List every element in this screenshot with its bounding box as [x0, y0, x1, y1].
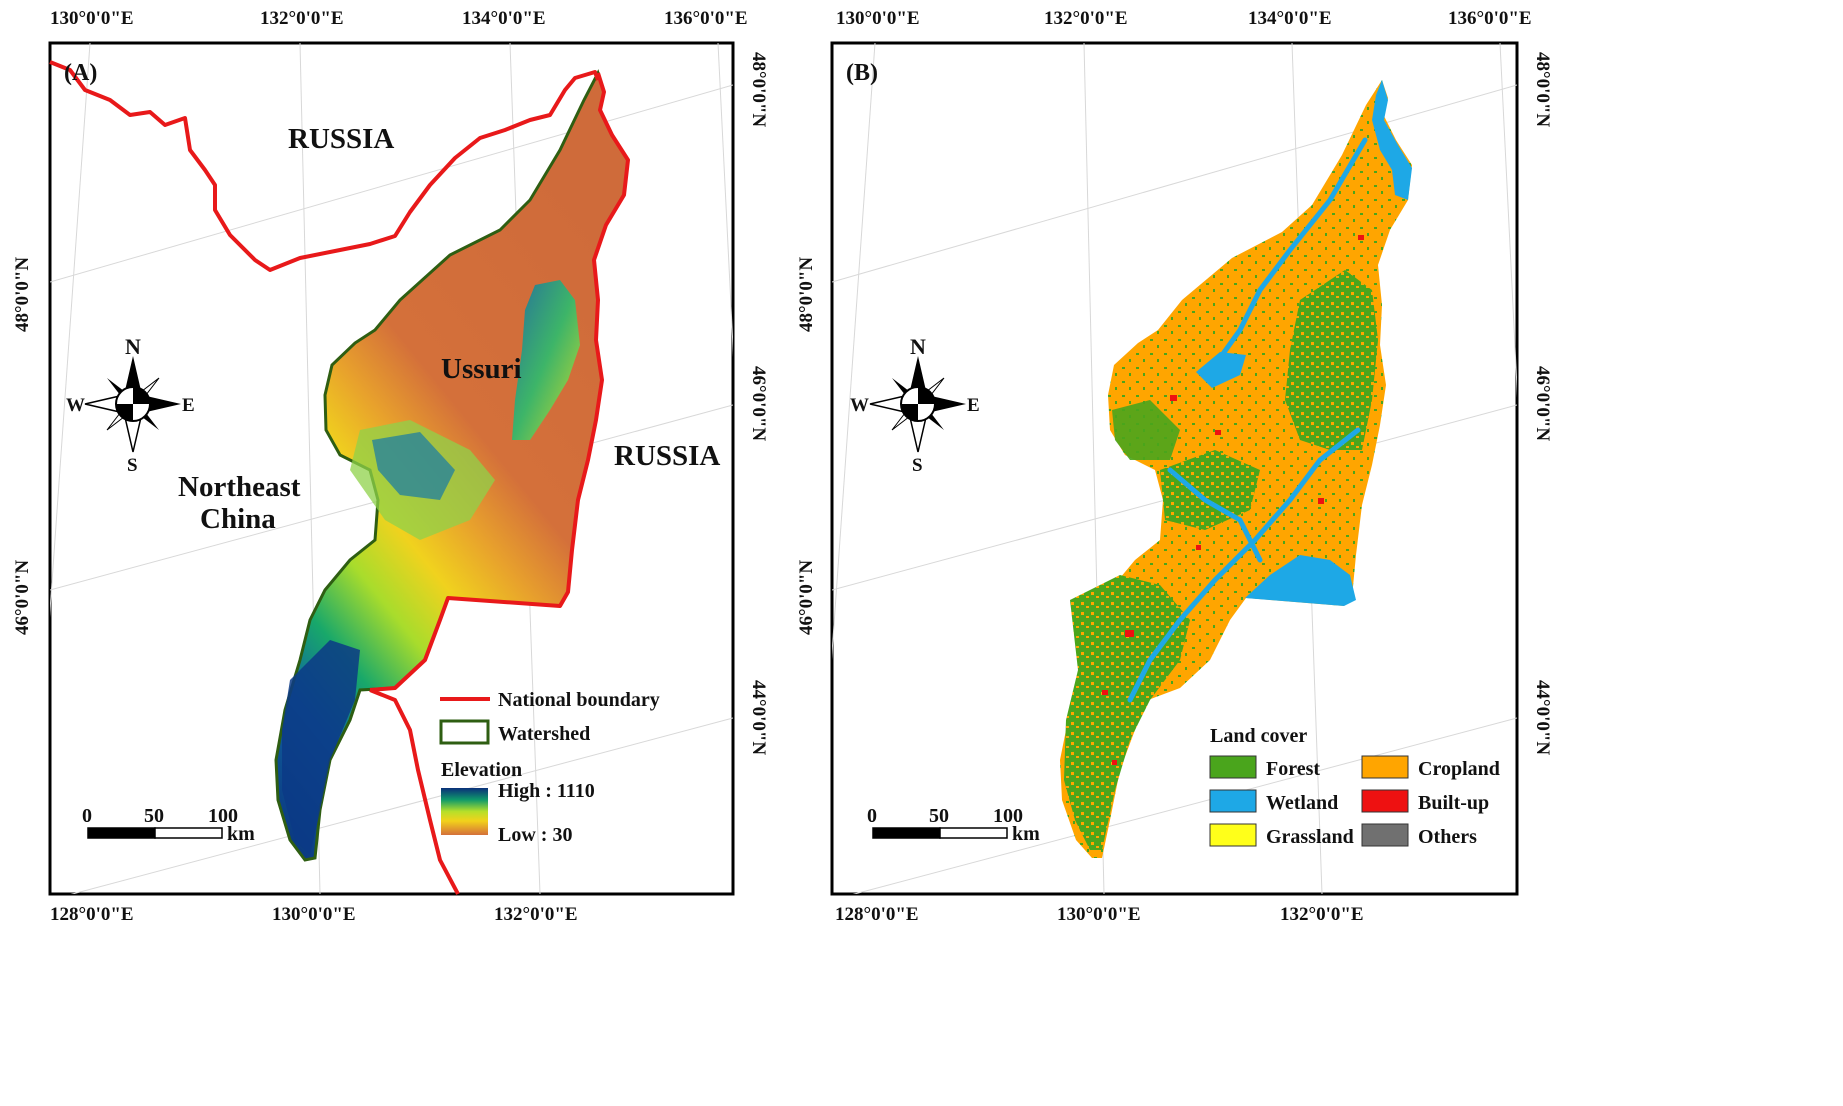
tick-left-a-1: 48°0'0"N [12, 257, 33, 332]
tick-bottom-a-2: 130°0'0"E [272, 904, 356, 925]
legend-wetland-swatch [1209, 789, 1257, 813]
legend-elevation-low: Low : 30 [498, 824, 572, 846]
scale-label-0: 0 [867, 805, 877, 827]
compass-s: S [127, 455, 138, 476]
tick-bottom-b-3: 132°0'0"E [1280, 904, 1364, 925]
label-russia-north: RUSSIA [288, 123, 394, 155]
land-cover-forest-southwest [1064, 575, 1190, 850]
legend-watershed-label: Watershed [498, 723, 590, 745]
legend-forest-label: Forest [1266, 758, 1320, 780]
tick-right-b-2: 46°0'0"N [1532, 366, 1553, 441]
land-cover-forest-west [1112, 400, 1180, 460]
tick-right-b-1: 48°0'0"N [1532, 52, 1553, 127]
tick-left-b-1: 48°0'0"N [796, 257, 817, 332]
land-cover-forest-central [1160, 450, 1260, 530]
national-boundary-south [369, 688, 460, 895]
tick-top-a-2: 132°0'0"E [260, 8, 344, 29]
tick-bottom-b-2: 130°0'0"E [1057, 904, 1141, 925]
legend-cropland-swatch [1361, 755, 1409, 779]
tick-top-b-3: 134°0'0"E [1248, 8, 1332, 29]
scale-label-50: 50 [929, 805, 949, 827]
legend-boundary-label: National boundary [498, 689, 660, 711]
panel-a-label: (A) [64, 60, 97, 86]
tick-top-b-1: 130°0'0"E [836, 8, 920, 29]
legend-watershed-swatch [439, 719, 490, 745]
scale-label-100: 100 [993, 805, 1023, 827]
tick-left-b-2: 46°0'0"N [796, 560, 817, 635]
tick-right-a-2: 46°0'0"N [748, 366, 769, 441]
legend-cropland-label: Cropland [1418, 758, 1500, 780]
tick-bottom-a-3: 132°0'0"E [494, 904, 578, 925]
elevation-central-high [372, 432, 455, 500]
tick-top-a-4: 136°0'0"E [664, 8, 748, 29]
legend-landcover-title: Land cover [1210, 725, 1307, 747]
land-cover-river-network [1127, 137, 1368, 703]
north-arrow-icon [869, 356, 966, 453]
legend-elevation-title: Elevation [441, 759, 522, 781]
land-cover-builtup [1102, 235, 1364, 765]
tick-left-a-2: 46°0'0"N [12, 560, 33, 635]
legend-grassland-swatch [1209, 823, 1257, 847]
legend-builtup-label: Built-up [1418, 792, 1489, 814]
tick-top-b-4: 136°0'0"E [1448, 8, 1532, 29]
tick-bottom-b-1: 128°0'0"E [835, 904, 919, 925]
tick-top-a-3: 134°0'0"E [462, 8, 546, 29]
panel-a: RUSSIA RUSSIA Ussuri Northeast China (A)… [12, 8, 769, 925]
north-arrow-icon [84, 356, 181, 453]
legend-elevation-high: High : 1110 [498, 780, 595, 802]
legend-grassland-label: Grassland [1266, 826, 1354, 848]
scale-label-50: 50 [144, 805, 164, 827]
tick-top-b-2: 132°0'0"E [1044, 8, 1128, 29]
label-russia-east: RUSSIA [614, 440, 720, 472]
label-china: China [200, 503, 276, 535]
scale-bar [87, 827, 223, 839]
legend-others-swatch [1361, 823, 1409, 847]
legend-wetland-label: Wetland [1266, 792, 1338, 814]
legend-elevation-ramp [441, 788, 488, 835]
legend-builtup-swatch [1361, 789, 1409, 813]
land-cover-wetland-southeast [1245, 555, 1356, 606]
label-northeast: Northeast [178, 471, 301, 503]
scale-bar [872, 827, 1008, 839]
panel-b-label: (B) [846, 60, 878, 86]
compass-e: E [182, 395, 195, 416]
legend-forest-swatch [1209, 755, 1257, 779]
axis-ticks-panel-a: 130°0'0"E 132°0'0"E 134°0'0"E 136°0'0"E … [12, 8, 769, 925]
tick-bottom-a-1: 128°0'0"E [50, 904, 134, 925]
tick-top-a-1: 130°0'0"E [50, 8, 134, 29]
scale-label-0: 0 [82, 805, 92, 827]
scale-unit: km [227, 823, 255, 845]
land-cover-wetland-northwest [1196, 352, 1246, 388]
elevation-east-range [512, 280, 580, 440]
axis-ticks-panel-b: 130°0'0"E 132°0'0"E 134°0'0"E 136°0'0"E … [796, 8, 1553, 925]
compass-s: S [912, 455, 923, 476]
national-boundary-east [369, 72, 630, 692]
scale-label-100: 100 [208, 805, 238, 827]
panel-b: (B) N S W E 0 50 100 km Land [796, 8, 1553, 925]
legend-others-label: Others [1418, 826, 1477, 848]
compass-w: W [66, 395, 85, 416]
land-cover-wetland-river-east [1372, 80, 1412, 200]
scale-unit: km [1012, 823, 1040, 845]
national-boundary-north [49, 60, 600, 272]
compass-e: E [967, 395, 980, 416]
compass-n: N [125, 334, 141, 359]
elevation-south-high [282, 640, 360, 855]
compass-w: W [850, 395, 869, 416]
land-cover-forest-east [1285, 270, 1378, 450]
label-ussuri: Ussuri [441, 353, 522, 385]
tick-right-b-3: 44°0'0"N [1532, 680, 1553, 755]
tick-right-a-1: 48°0'0"N [748, 52, 769, 127]
legend-panel-a: National boundary Watershed Elevation Hi… [439, 689, 660, 846]
tick-right-a-3: 44°0'0"N [748, 680, 769, 755]
compass-n: N [910, 334, 926, 359]
legend-panel-b: Land cover Forest Wetland Grassland Crop… [1209, 725, 1500, 848]
